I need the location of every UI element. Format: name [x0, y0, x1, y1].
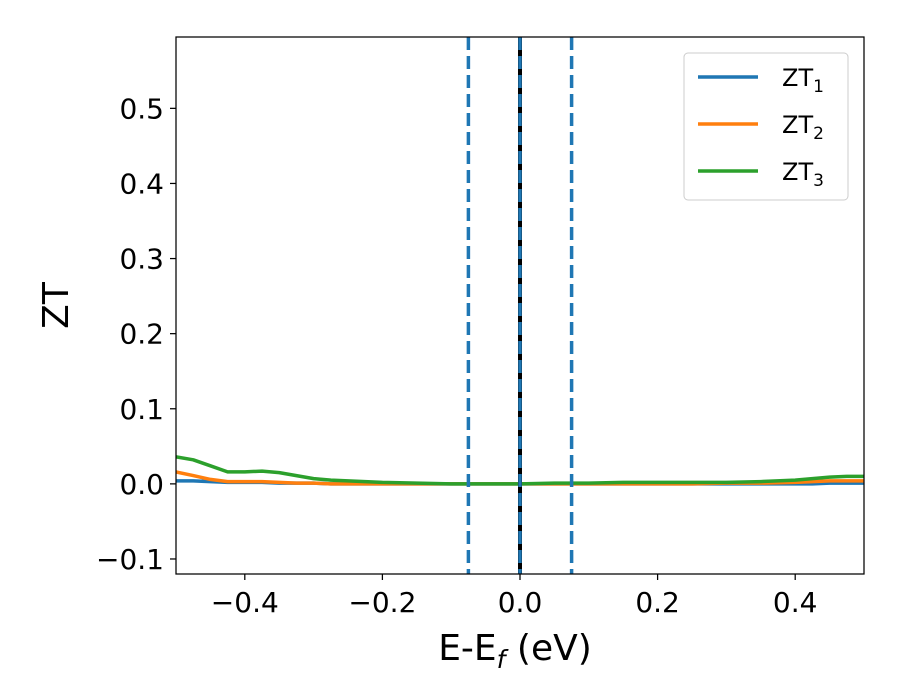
x-tick-label: 0.4	[773, 586, 818, 619]
legend-label-1: ZT1	[782, 64, 824, 97]
y-tick-label: 0.1	[119, 393, 164, 426]
legend-label-2: ZT2	[782, 111, 824, 144]
y-tick-label: 0.2	[119, 318, 164, 351]
y-tick-label: 0.3	[119, 243, 164, 276]
legend-box	[683, 52, 849, 201]
y-axis-label: ZT	[36, 281, 77, 329]
y-tick-label: −0.1	[96, 543, 164, 576]
y-tick-label: 0.0	[119, 468, 164, 501]
legend-label-3: ZT3	[782, 158, 824, 191]
axis-ticks: −0.4 −0.2 0.0 0.2 0.4 −0.1 0.0 0.1 0.2 0.3 0.4 0.5	[96, 92, 817, 619]
x-tick-label: 0.0	[498, 586, 543, 619]
x-axis-label-main: E-E	[438, 628, 496, 669]
plot-area	[176, 37, 864, 574]
x-tick-label: −0.2	[348, 586, 416, 619]
legend: ZT1 ZT2 ZT3	[683, 52, 849, 201]
series-line-3	[176, 455, 864, 486]
y-tick-label: 0.5	[119, 92, 164, 125]
x-tick-label: −0.4	[211, 586, 279, 619]
x-tick-label: 0.2	[635, 586, 680, 619]
x-axis-label: E-Ef (eV)	[438, 628, 592, 674]
x-axis-label-unit: (eV)	[505, 628, 591, 669]
y-tick-label: 0.4	[119, 167, 164, 200]
